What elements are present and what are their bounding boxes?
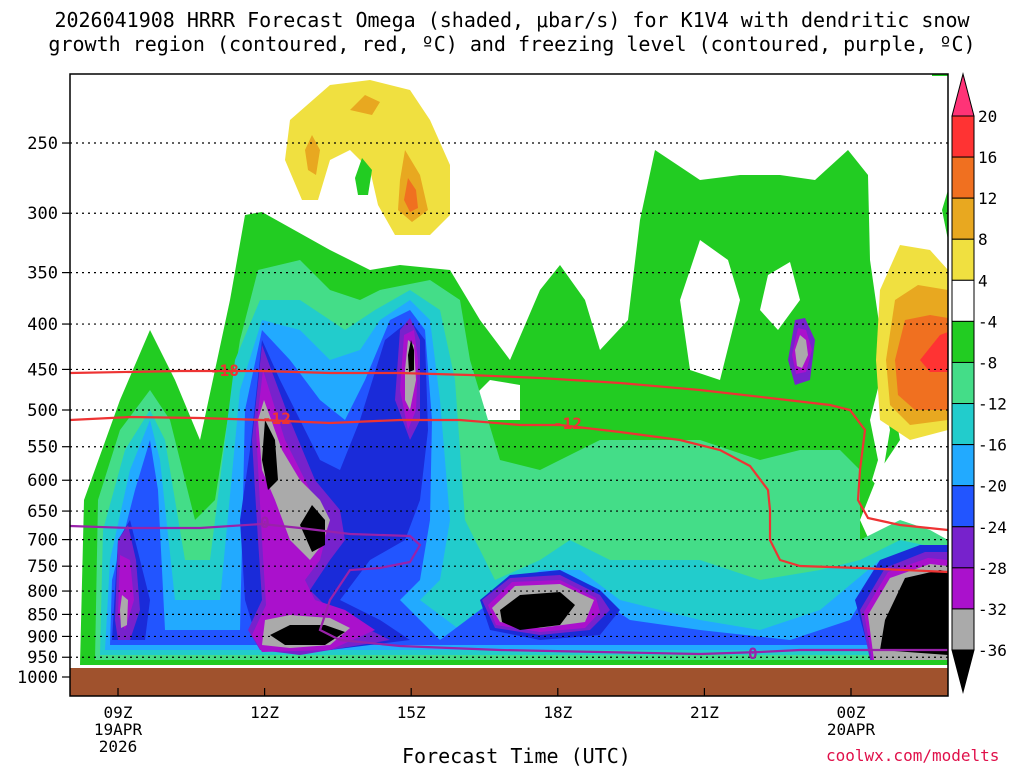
x-tick-year: 2026 (99, 737, 138, 756)
colorbar-label: 8 (978, 230, 988, 249)
freezing-label-0-b: 0 (748, 644, 758, 663)
y-tick-label: 650 (27, 502, 58, 522)
x-axis-title: Forecast Time (UTC) (402, 744, 631, 768)
x-tick-date: 20APR (827, 720, 876, 739)
y-tick-label: 400 (27, 315, 58, 335)
colorbar-label: -36 (978, 641, 1007, 660)
dgz-label-minus12-b: -12 (553, 414, 582, 433)
colorbar: 20 16 12 8 4 -4 -8 -12 -16 -20 -24 -28 -32 -36 (951, 72, 1007, 694)
colorbar-label: -16 (978, 436, 1007, 455)
x-tick-label: 12Z (250, 703, 279, 722)
omega-region-plus8 (305, 95, 428, 222)
colorbar-swatch (951, 115, 975, 158)
y-tick-label: 600 (27, 471, 58, 491)
colorbar-label: -24 (978, 518, 1007, 537)
freezing-contour-0 (69, 522, 948, 656)
credit-link[interactable]: coolwx.com/modelts (826, 746, 1000, 765)
omega-region-plus12-right (895, 315, 948, 410)
colorbar-label: -8 (978, 353, 997, 372)
omega-region-plus16-right (920, 332, 948, 372)
dgz-label-minus18: -18 (210, 361, 239, 380)
y-tick-label: 450 (27, 360, 58, 380)
omega-region-plus12 (404, 178, 418, 212)
colorbar-label: 16 (978, 148, 997, 167)
colorbar-swatch (951, 444, 975, 487)
colorbar-swatch (951, 608, 975, 651)
x-tick-label: 09Z (104, 703, 133, 722)
colorbar-swatch (951, 403, 975, 446)
colorbar-label: -4 (978, 312, 997, 331)
colorbar-label: -32 (978, 600, 1007, 619)
colorbar-label: -28 (978, 559, 1007, 578)
y-tick-label: 700 (27, 531, 58, 551)
y-tick-label: 350 (27, 264, 58, 284)
colorbar-swatch (951, 361, 975, 405)
plot-frame (69, 73, 949, 697)
colorbar-label: 4 (978, 271, 988, 290)
y-tick-label: 950 (27, 648, 58, 668)
x-tick-label: 00Z (837, 703, 866, 722)
colorbar-swatch (951, 485, 975, 528)
y-axis: 2503003504004505005506006507007508008509… (17, 134, 70, 688)
y-tick-label: 750 (27, 557, 58, 577)
x-tick-label: 18Z (543, 703, 572, 722)
y-tick-label: 550 (27, 438, 58, 458)
omega-corner-green (932, 74, 948, 76)
colorbar-swatch (951, 197, 975, 240)
colorbar-bottom-arrow (951, 649, 975, 694)
colorbar-swatch (951, 279, 975, 322)
colorbar-swatch (951, 567, 975, 610)
colorbar-label: 20 (978, 107, 997, 126)
y-tick-label: 800 (27, 582, 58, 602)
colorbar-label: -20 (978, 477, 1007, 496)
dgz-contour-minus12 (69, 415, 949, 574)
omega-hole-green (942, 190, 948, 240)
y-tick-label: 1000 (17, 668, 58, 688)
x-tick-label: 21Z (690, 703, 719, 722)
y-tick-label: 250 (27, 134, 58, 154)
pressure-gridlines (70, 142, 948, 658)
chart-title-line-2: growth region (contoured, red, ºC) and f… (48, 32, 976, 56)
colorbar-top-arrow (951, 72, 975, 117)
y-tick-label: 850 (27, 605, 58, 625)
x-tick-label: 15Z (397, 703, 426, 722)
colorbar-label: 12 (978, 189, 997, 208)
colorbar-swatch (951, 320, 975, 363)
ground-fill (70, 668, 948, 696)
y-tick-label: 300 (27, 204, 58, 224)
omega-shading (80, 74, 948, 665)
y-tick-label: 900 (27, 627, 58, 647)
dgz-label-minus12-a: -12 (262, 409, 291, 428)
freezing-label-0-a: 0 (260, 513, 270, 532)
omega-hole-white (760, 262, 800, 330)
dgz-contour-minus18 (69, 369, 949, 532)
omega-hole-white (680, 240, 740, 380)
colorbar-swatch (951, 156, 975, 199)
x-tick-date: 19APR (94, 720, 143, 739)
colorbar-label: -12 (978, 395, 1007, 414)
y-tick-label: 500 (27, 401, 58, 421)
colorbar-swatch (951, 526, 975, 569)
omega-hole-green (355, 158, 372, 195)
chart-title-line-1: 2026041908 HRRR Forecast Omega (shaded, … (54, 8, 970, 32)
colorbar-swatch (951, 238, 975, 281)
